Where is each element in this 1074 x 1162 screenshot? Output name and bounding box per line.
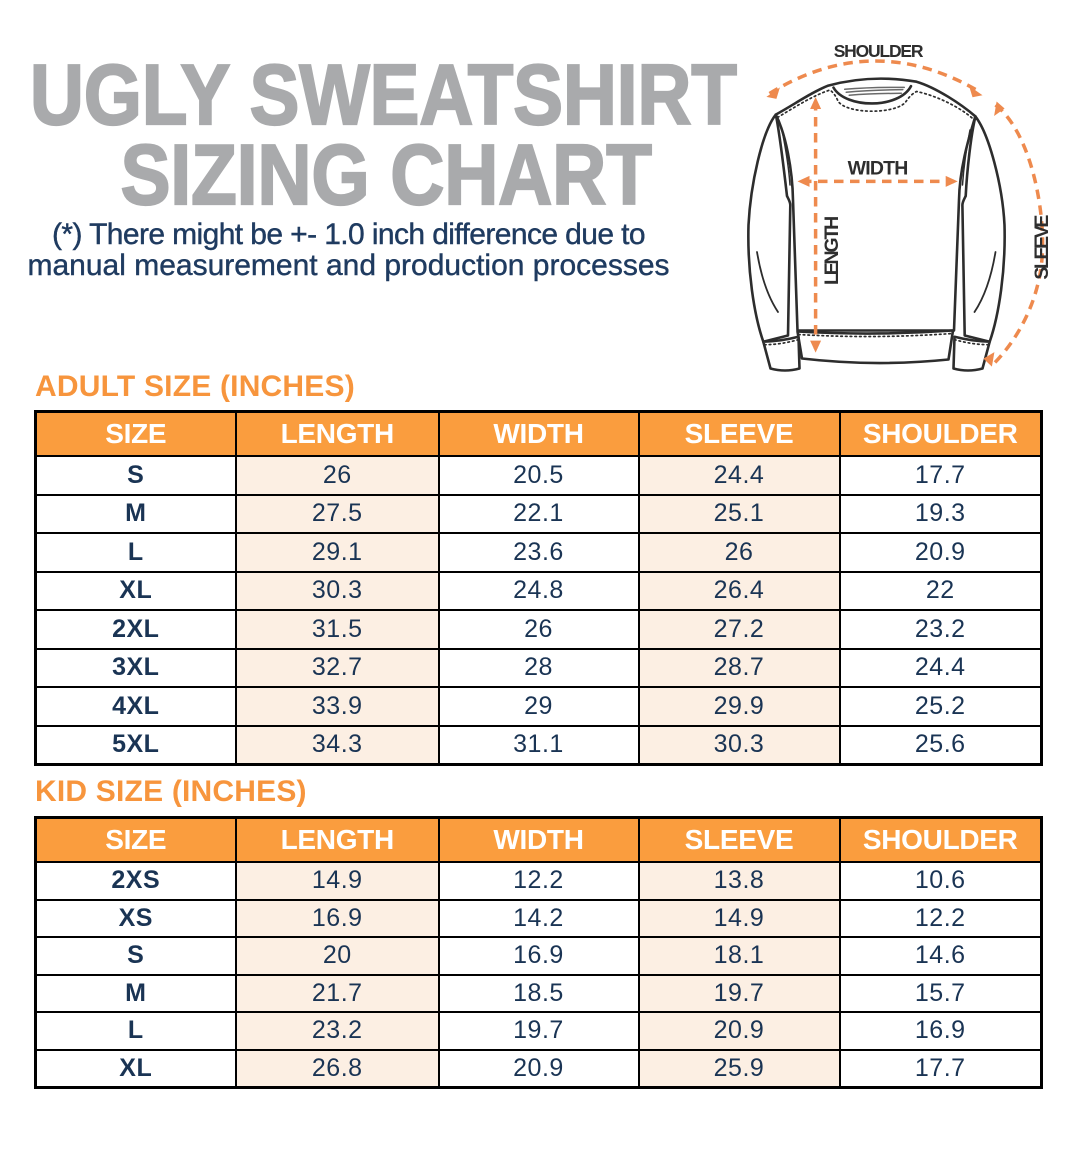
svg-text:SHOULDER: SHOULDER	[834, 41, 924, 61]
svg-text:WIDTH: WIDTH	[848, 158, 908, 180]
svg-text:SLEEVE: SLEEVE	[1031, 215, 1053, 280]
svg-text:LENGTH: LENGTH	[821, 217, 843, 285]
